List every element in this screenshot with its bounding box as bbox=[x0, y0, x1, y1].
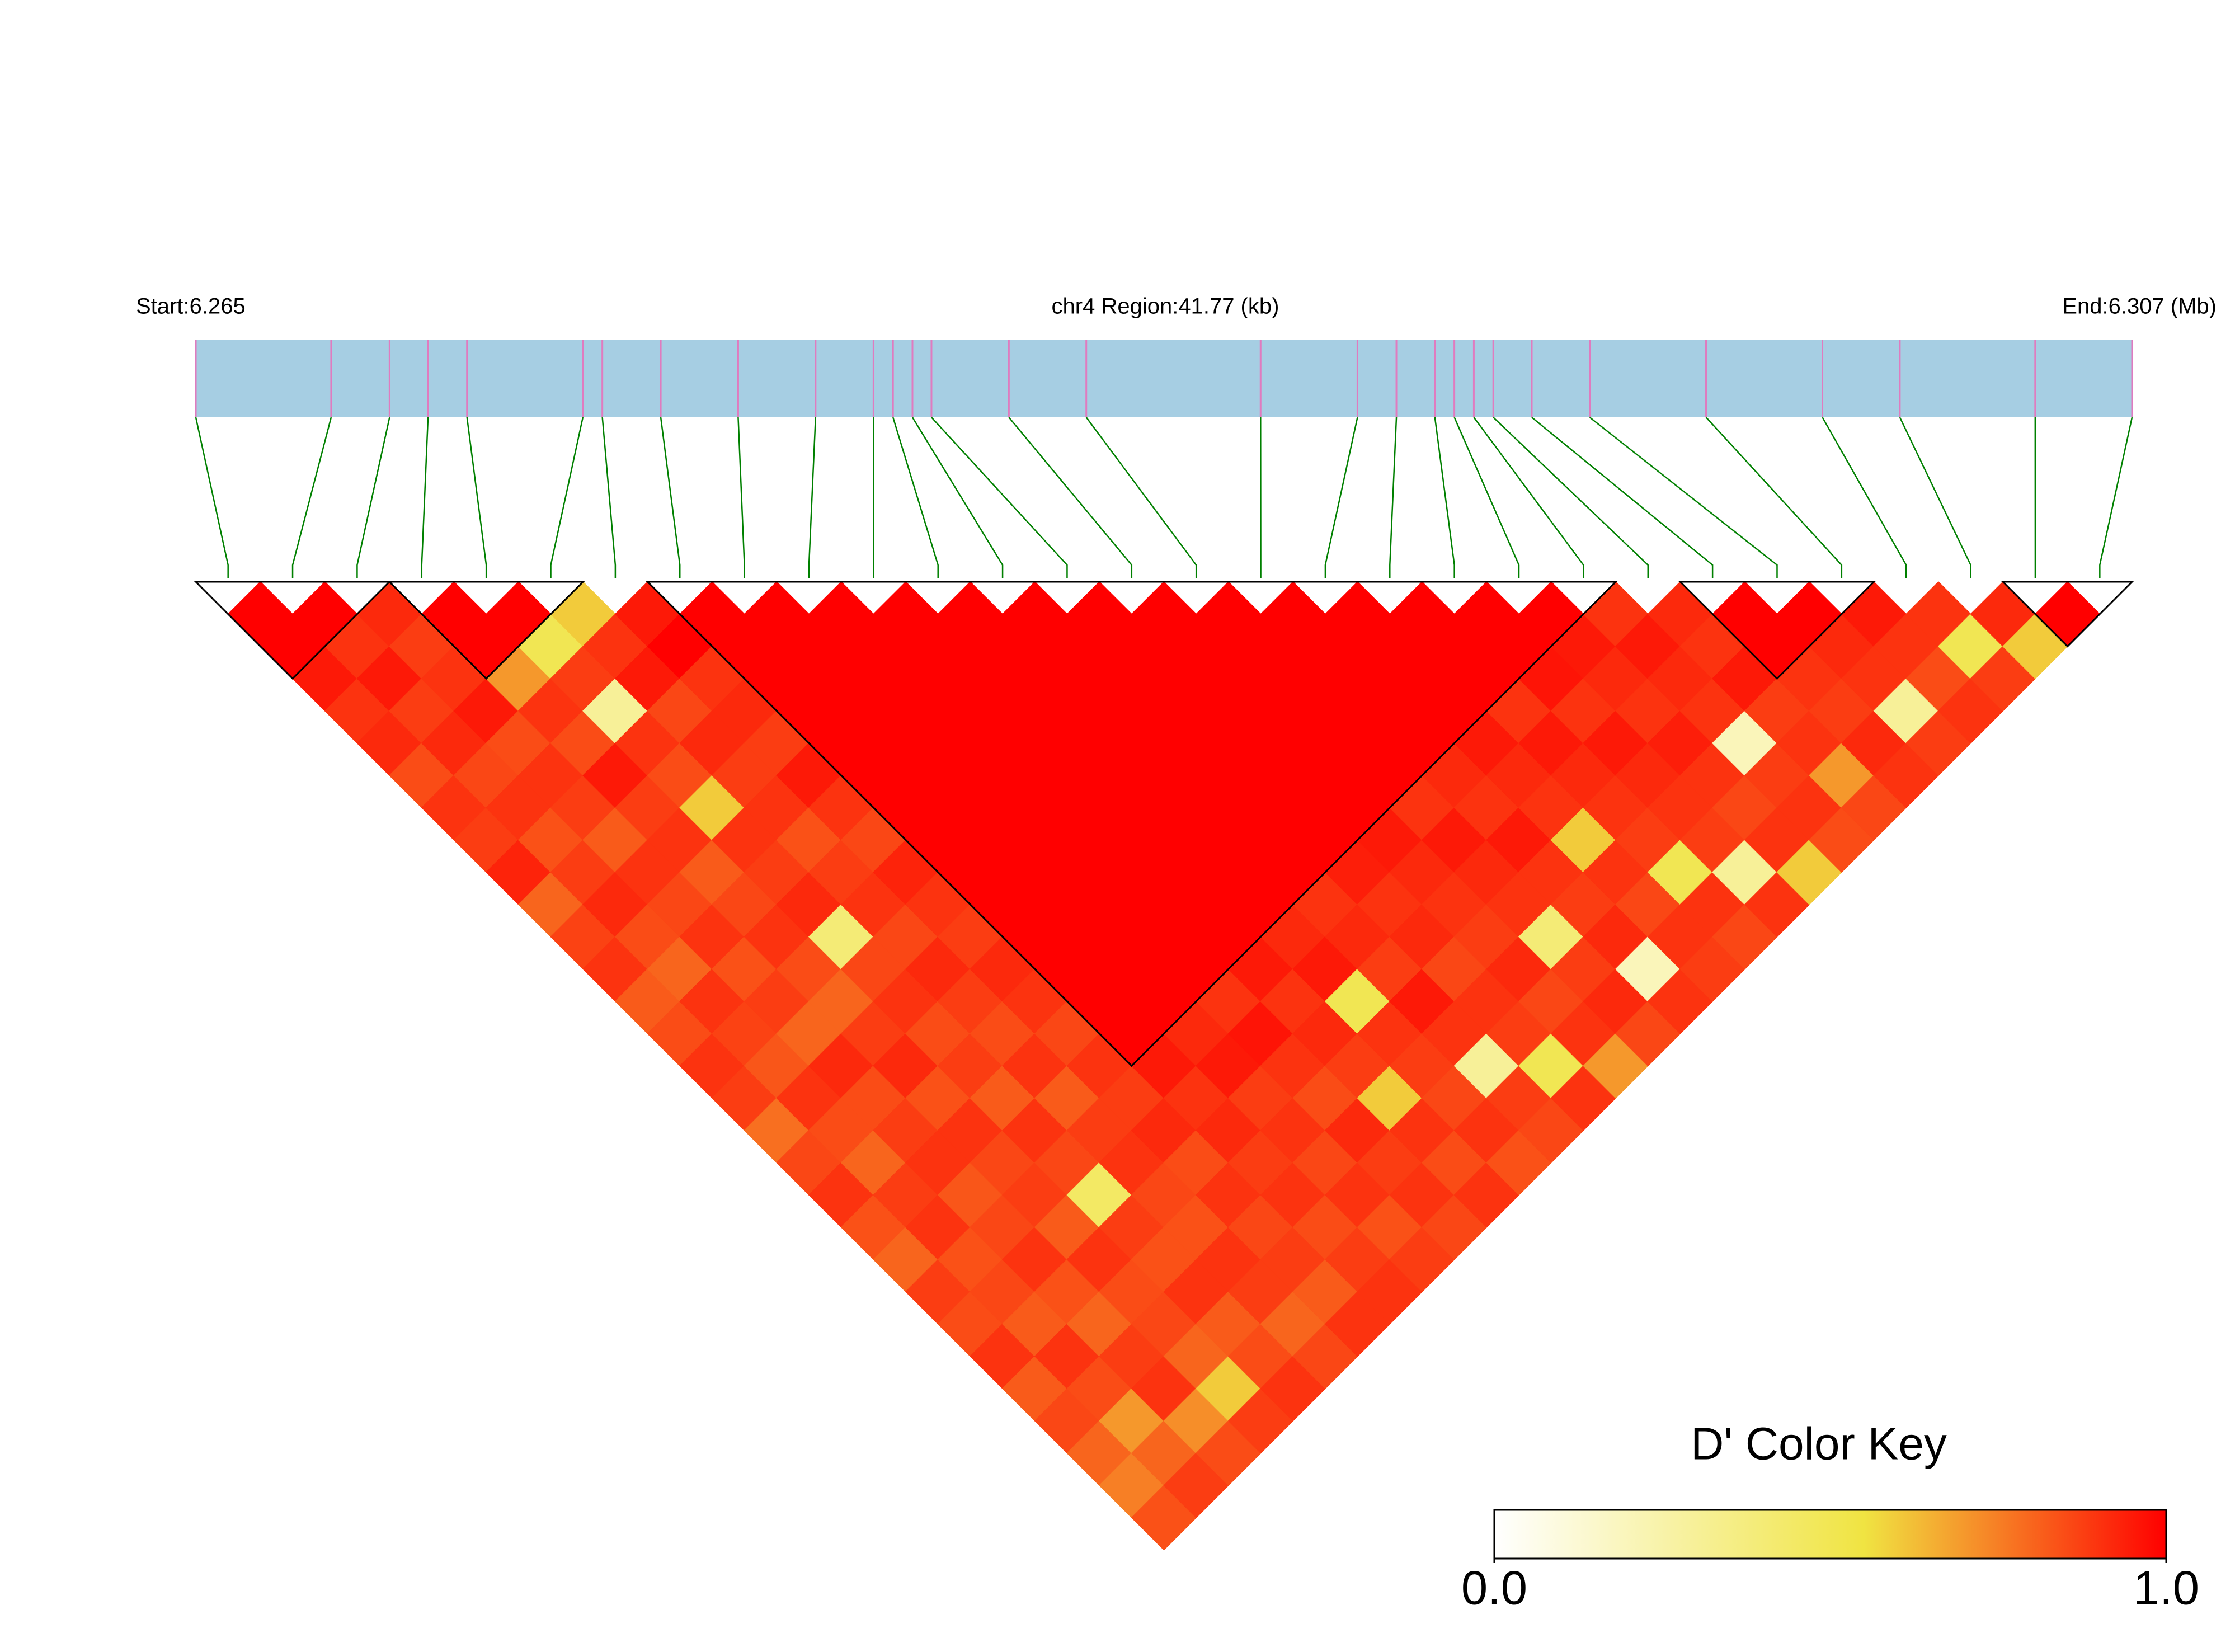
snp-link bbox=[550, 417, 584, 578]
snp-link bbox=[1473, 417, 1584, 578]
snp-link bbox=[931, 417, 1068, 578]
start-label: Start:6.265 bbox=[136, 294, 246, 319]
snp-link bbox=[1899, 417, 1971, 578]
snp-link bbox=[911, 417, 1004, 578]
snp-link bbox=[737, 417, 745, 578]
snp-link bbox=[1705, 417, 1843, 578]
snp-link bbox=[892, 417, 939, 578]
ld-block-outline bbox=[194, 581, 392, 680]
snp-link bbox=[808, 417, 817, 578]
key-tick-label: 1.0 bbox=[2133, 1561, 2199, 1615]
snp-link bbox=[2099, 417, 2133, 578]
ld-block-outline bbox=[387, 581, 585, 680]
snp-link bbox=[1389, 417, 1398, 578]
chart-title: chr4 Region:41.77 (kb) bbox=[1052, 294, 1279, 319]
snp-link bbox=[1493, 417, 1649, 578]
snp-link bbox=[356, 417, 390, 578]
snp-link bbox=[421, 417, 429, 578]
snp-link bbox=[1085, 417, 1197, 578]
ld-block-outline bbox=[645, 581, 1618, 1067]
end-label: End:6.307 (Mb) bbox=[2062, 294, 2217, 319]
snp-link bbox=[660, 417, 681, 578]
ld-block-outline bbox=[2001, 581, 2134, 648]
color-key-title: D' Color Key bbox=[1691, 1419, 1947, 1470]
snp-link bbox=[601, 417, 617, 578]
key-tick-label: 0.0 bbox=[1461, 1561, 1527, 1615]
color-key-bar bbox=[1493, 1509, 2167, 1560]
snp-link bbox=[195, 417, 229, 578]
snp-link bbox=[1324, 417, 1358, 578]
ld-block-outline bbox=[1678, 581, 1876, 680]
snp-link bbox=[1453, 417, 1520, 578]
snp-link bbox=[1589, 417, 1778, 578]
snp-link bbox=[1822, 417, 1907, 578]
snp-link bbox=[1531, 417, 1714, 578]
snp-link bbox=[1008, 417, 1133, 578]
region-bar bbox=[196, 340, 2132, 417]
snp-link bbox=[1434, 417, 1455, 578]
snp-link bbox=[466, 417, 487, 578]
snp-link bbox=[291, 417, 332, 578]
